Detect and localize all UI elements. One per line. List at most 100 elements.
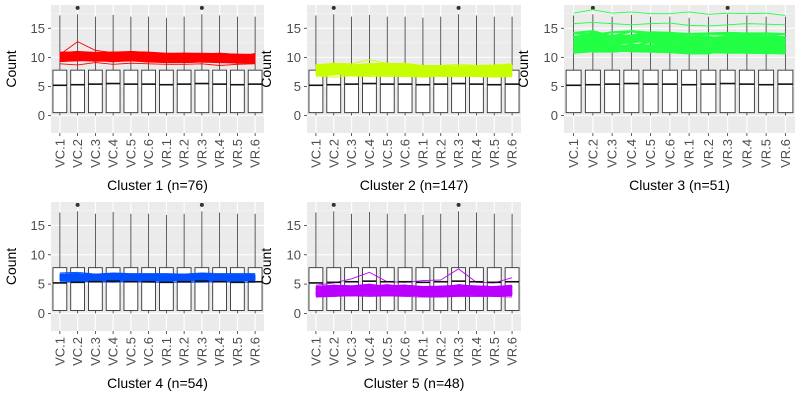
x-tick-label: VR.1 [415,139,430,168]
x-tick-label: VC.3 [88,139,103,168]
panel-caption: Cluster 2 (n=147) [360,177,469,193]
y-tick-label: 5 [294,79,301,94]
boxplot-outlier [725,5,730,10]
x-tick-label: VC.6 [398,139,413,168]
y-tick-label: 10 [544,50,558,65]
boxplot-box [565,69,582,114]
cluster-profile-line-extreme [59,271,256,275]
x-tick-label: VR.5 [230,337,245,366]
cluster-profile-line [59,51,256,57]
boxplot-box [584,69,601,114]
cluster-profile-line-extreme [59,62,256,66]
cluster-profile-line [59,56,256,62]
boxplot-outlier [75,202,80,207]
x-tick-label: VR.4 [469,337,484,366]
x-tick-label: VC.4 [362,139,377,168]
x-tick-label: VR.3 [194,337,209,366]
boxplot-box [123,69,139,114]
x-tick-label: VR.3 [720,139,735,168]
x-tick-label: VC.1 [566,139,581,168]
boxplot-outlier [456,202,461,207]
x-tick-label: VC.6 [141,139,156,168]
cluster-profile-lines [315,59,513,78]
boxplot-box [777,69,794,114]
panel-caption: Cluster 4 (n=54) [107,375,208,391]
boxplot-box [52,69,68,114]
cluster-profile-line [573,44,786,55]
x-tick-label: VC.5 [380,139,395,168]
x-tick-label: VR.6 [248,337,263,366]
x-tick-label: VC.6 [662,139,677,168]
plot-background [51,202,264,331]
boxplot-box [642,69,659,114]
boxplot-box [159,69,174,114]
boxplot-box [700,69,717,114]
panel-cluster-3: 0 5 10 15 VC.1 VC.2 VC.3 VC.4 VC.5 VC.6 VR.1 VR.2 VR… [515,5,795,193]
cluster-profile-line-extreme [59,41,256,59]
boxplot-box [681,69,698,114]
cluster-profile-line [315,68,513,76]
x-tick-label: VR.6 [505,139,520,168]
x-tick-label: VR.3 [194,139,209,168]
x-tick-label: VC.1 [52,337,67,366]
y-tick-label: 10 [287,50,301,65]
x-tick-label: VC.5 [123,337,138,366]
x-tick-label: VR.2 [433,139,448,168]
x-tick-label: VR.4 [469,139,484,168]
cluster-profile-lines [59,41,256,66]
cluster-profile-line [59,276,256,281]
boxplot-box [247,69,263,114]
cluster-profile-line-extreme [315,295,513,298]
x-tick-label: VR.4 [212,139,227,168]
cluster-profile-line-extreme [573,22,786,27]
plot-background [307,202,521,331]
x-tick-label: VC.4 [106,139,121,168]
cluster-profile-line [59,53,256,61]
cluster-profile-line-extreme [573,9,786,16]
cluster-profile-line [315,284,513,290]
x-tick-label: VR.6 [505,337,520,366]
x-tick-label: VR.6 [778,139,793,168]
boxplot-box [70,69,85,114]
y-axis-title: Count [258,50,274,87]
boxplot-box [176,69,192,114]
x-tick-label: VR.5 [230,139,245,168]
cluster-profile-lines [315,268,513,298]
x-tick-label: VR.1 [415,337,430,366]
boxplot-box [194,69,210,114]
x-tick-label: VR.1 [682,139,697,168]
boxplot-box [604,69,621,114]
boxplot-outlier [199,5,204,10]
x-tick-label: VC.3 [605,139,620,168]
boxplot-box [230,69,245,114]
boxplot-box [738,69,755,114]
panel-caption: Cluster 3 (n=51) [629,177,730,193]
x-tick-label: VC.1 [308,139,323,168]
x-tick-label: VR.6 [248,139,263,168]
plot-background [51,5,264,133]
x-tick-label: VC.6 [398,337,413,366]
y-tick-label: 15 [287,218,301,233]
y-tick-label: 5 [551,79,558,94]
x-tick-label: VC.3 [344,337,359,366]
cluster-profile-line-extreme [315,59,513,66]
boxplot-outlier [75,5,80,10]
cluster-profile-line [315,70,513,77]
boxplot-outlier [590,5,595,10]
x-tick-label: VR.2 [177,337,192,366]
cluster-profile-line [315,288,513,295]
x-tick-label: VR.1 [159,337,174,366]
y-tick-label: 15 [544,21,558,36]
boxplot-box [105,69,121,114]
x-tick-label: VC.3 [344,139,359,168]
cluster-profile-line [573,35,786,44]
boxplot-outlier [331,202,336,207]
y-axis-title: Count [258,248,274,285]
x-tick-label: VC.2 [326,337,341,366]
y-axis-title: Count [515,50,531,87]
boxplot-outlier [331,5,336,10]
y-tick-label: 10 [31,247,45,262]
